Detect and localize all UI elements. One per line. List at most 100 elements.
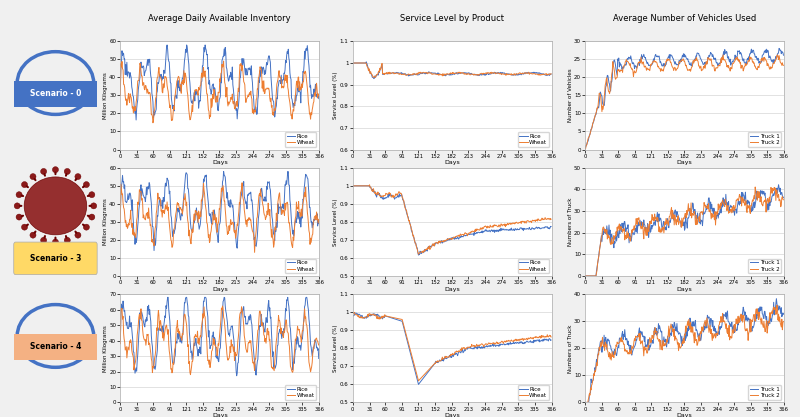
Legend: Rice, Wheat: Rice, Wheat [285, 259, 317, 273]
Rice [314, 96, 323, 101]
Truck 1 [771, 296, 781, 301]
Ellipse shape [22, 224, 27, 230]
Rice [368, 312, 378, 317]
Truck 1 [600, 99, 610, 104]
Rice [150, 366, 159, 371]
Wheat [496, 340, 506, 345]
Line: Truck 1: Truck 1 [585, 299, 783, 402]
Wheat [263, 332, 273, 337]
Rice [253, 111, 262, 116]
Line: Rice: Rice [353, 313, 551, 384]
Line: Truck 2: Truck 2 [585, 55, 783, 149]
Rice [485, 343, 494, 348]
Wheat [115, 341, 125, 346]
Wheat [238, 180, 247, 185]
X-axis label: Days: Days [677, 413, 693, 417]
Truck 2 [687, 330, 697, 335]
Ellipse shape [41, 237, 46, 243]
Legend: Rice, Wheat: Rice, Wheat [518, 385, 549, 399]
Wheat [414, 252, 423, 257]
Truck 2 [716, 201, 726, 206]
Wheat [368, 189, 378, 194]
X-axis label: Days: Days [212, 160, 228, 165]
Wheat [414, 378, 423, 383]
Rice [223, 328, 233, 333]
X-axis label: Days: Days [444, 286, 460, 291]
X-axis label: Days: Days [212, 286, 228, 291]
Wheat [390, 193, 399, 198]
Truck 2 [687, 211, 697, 216]
Wheat [485, 341, 494, 346]
Rice [150, 248, 159, 253]
Wheat [367, 73, 377, 78]
Wheat [314, 217, 323, 222]
Line: Truck 1: Truck 1 [585, 185, 783, 276]
X-axis label: Days: Days [444, 413, 460, 417]
Wheat [314, 93, 323, 98]
Rice [456, 71, 466, 76]
Truck 1 [614, 55, 623, 60]
Line: Rice: Rice [353, 62, 551, 78]
Wheat [135, 189, 145, 194]
Wheat [496, 223, 506, 228]
X-axis label: Days: Days [677, 160, 693, 165]
Rice [253, 359, 262, 364]
Y-axis label: Million Kilograms: Million Kilograms [102, 325, 108, 372]
Rice [224, 203, 234, 208]
Wheat [263, 201, 273, 206]
Line: Wheat: Wheat [120, 306, 318, 374]
Rice [496, 342, 506, 347]
Wheat [369, 75, 378, 80]
Y-axis label: Service Level (%): Service Level (%) [334, 324, 338, 372]
Truck 1 [716, 211, 726, 216]
Truck 2 [580, 146, 590, 151]
Rice [496, 70, 506, 75]
Wheat [455, 71, 465, 76]
Y-axis label: Numbers of Truck: Numbers of Truck [567, 324, 573, 372]
Rice [351, 311, 361, 316]
Rice [157, 78, 166, 83]
Truck 1 [774, 46, 784, 51]
Ellipse shape [16, 214, 22, 220]
Rice [224, 79, 234, 84]
Ellipse shape [14, 203, 20, 209]
Rice [390, 316, 399, 321]
Truck 1 [774, 182, 783, 187]
Rice [348, 314, 358, 319]
Wheat [115, 93, 125, 98]
Rice [382, 314, 392, 319]
Truck 2 [778, 197, 788, 202]
Y-axis label: Number of Vehicles: Number of Vehicles [567, 69, 573, 122]
Text: Scenario - 3: Scenario - 3 [30, 254, 81, 263]
Truck 2 [600, 90, 610, 95]
Rice [136, 63, 146, 68]
Ellipse shape [30, 173, 36, 180]
Rice [382, 71, 392, 76]
Wheat [219, 58, 229, 63]
Wheat [495, 71, 505, 76]
Truck 1 [778, 53, 788, 58]
Legend: Rice, Wheat: Rice, Wheat [285, 132, 317, 147]
Truck 2 [716, 314, 726, 319]
Wheat [224, 356, 234, 361]
Wheat [150, 362, 159, 367]
Rice [390, 70, 399, 75]
Wheat [253, 86, 262, 91]
Truck 2 [772, 303, 782, 308]
Text: Scenario - 4: Scenario - 4 [30, 342, 81, 351]
Rice [150, 236, 159, 241]
Wheat [348, 183, 358, 188]
Ellipse shape [64, 237, 70, 243]
Rice [389, 195, 398, 200]
Truck 2 [614, 67, 623, 72]
Wheat [263, 86, 273, 91]
Truck 1 [580, 274, 590, 279]
Wheat [546, 334, 556, 339]
X-axis label: Days: Days [677, 286, 693, 291]
Line: Truck 1: Truck 1 [585, 48, 783, 149]
Line: Truck 2: Truck 2 [585, 305, 783, 402]
Rice [382, 195, 391, 200]
Rice [414, 253, 423, 258]
Line: Wheat: Wheat [120, 183, 318, 252]
Truck 1 [687, 319, 697, 324]
